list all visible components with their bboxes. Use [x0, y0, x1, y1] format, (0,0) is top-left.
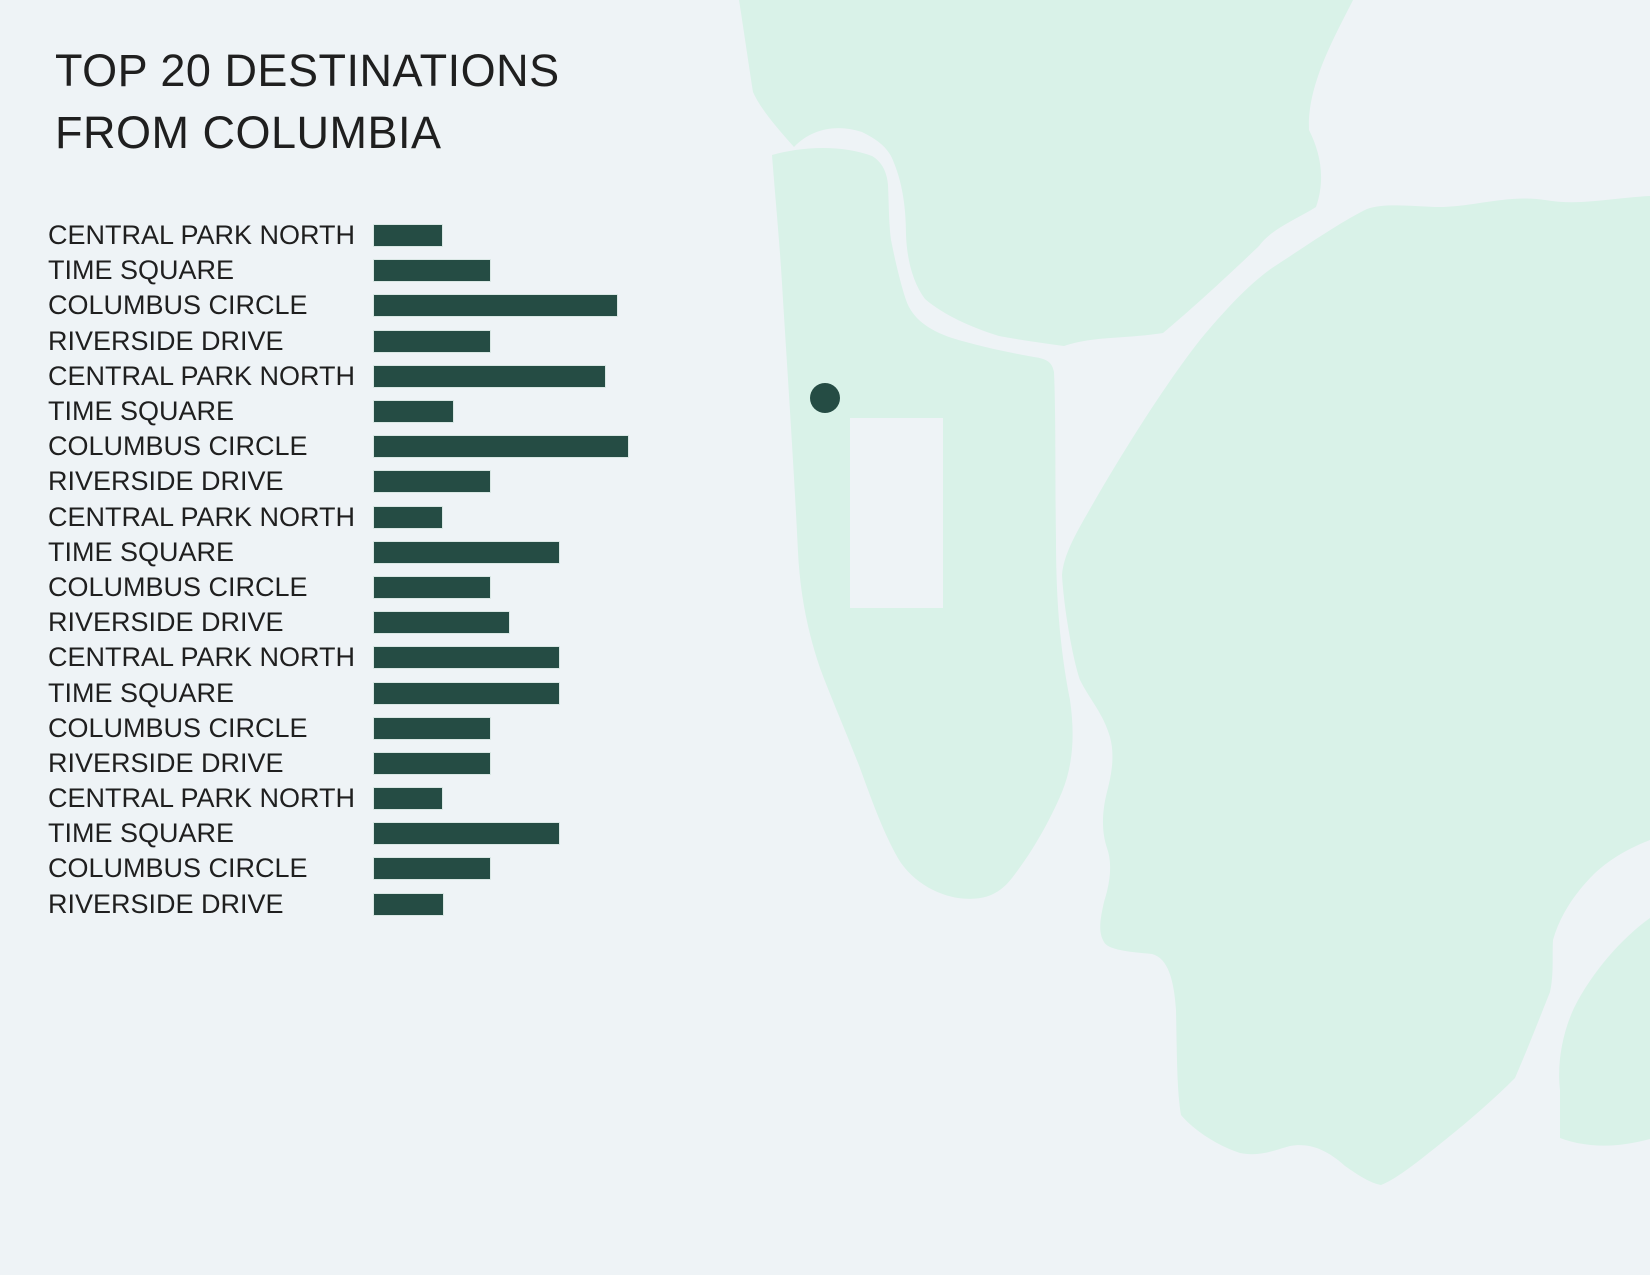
land-mass-north — [739, 0, 1353, 346]
bar[interactable] — [374, 647, 559, 669]
category-label: TIME SQUARE — [48, 536, 235, 567]
category-label: CENTRAL PARK NORTH — [48, 783, 356, 814]
chart-row: TIME SQUARE — [48, 816, 628, 851]
chart-row: RIVERSIDE DRIVE — [48, 746, 628, 781]
bar[interactable] — [374, 225, 442, 247]
chart-row: CENTRAL PARK NORTH — [48, 640, 628, 675]
category-label: COLUMBUS CIRCLE — [48, 290, 308, 321]
bar[interactable] — [374, 401, 453, 423]
bar[interactable] — [374, 858, 490, 880]
chart-row: CENTRAL PARK NORTH — [48, 781, 628, 816]
chart-row: RIVERSIDE DRIVE — [48, 605, 628, 640]
category-label: CENTRAL PARK NORTH — [48, 642, 356, 673]
page-title-line1: TOP 20 DESTINATIONS — [55, 45, 560, 96]
bar[interactable] — [374, 717, 490, 739]
bar[interactable] — [374, 295, 617, 317]
category-label: CENTRAL PARK NORTH — [48, 360, 356, 391]
category-label: RIVERSIDE DRIVE — [48, 888, 284, 919]
category-label: RIVERSIDE DRIVE — [48, 747, 284, 778]
chart-row: RIVERSIDE DRIVE — [48, 887, 628, 922]
chart-row: COLUMBUS CIRCLE — [48, 429, 628, 464]
category-label: COLUMBUS CIRCLE — [48, 853, 308, 884]
chart-row: RIVERSIDE DRIVE — [48, 324, 628, 359]
category-label: CENTRAL PARK NORTH — [48, 501, 356, 532]
bar[interactable] — [374, 436, 628, 458]
category-label: COLUMBUS CIRCLE — [48, 712, 308, 743]
page-title: TOP 20 DESTINATIONS FROM COLUMBIA — [55, 40, 560, 164]
page-title-line2: FROM COLUMBIA — [55, 107, 442, 158]
chart-row: TIME SQUARE — [48, 394, 628, 429]
destinations-bar-chart: CENTRAL PARK NORTH TIME SQUARE COLUMBUS CI… — [48, 218, 628, 922]
chart-row: CENTRAL PARK NORTH — [48, 500, 628, 535]
category-label: RIVERSIDE DRIVE — [48, 607, 284, 638]
bar[interactable] — [374, 541, 559, 563]
bar[interactable] — [374, 365, 605, 387]
chart-row: RIVERSIDE DRIVE — [48, 464, 628, 499]
category-label: TIME SQUARE — [48, 396, 235, 427]
chart-row: COLUMBUS CIRCLE — [48, 711, 628, 746]
category-label: RIVERSIDE DRIVE — [48, 325, 284, 356]
chart-row: COLUMBUS CIRCLE — [48, 570, 628, 605]
bar[interactable] — [374, 752, 490, 774]
category-label: CENTRAL PARK NORTH — [48, 220, 356, 251]
origin-dot[interactable] — [810, 383, 840, 413]
category-label: RIVERSIDE DRIVE — [48, 466, 284, 497]
bar[interactable] — [374, 576, 490, 598]
chart-row: CENTRAL PARK NORTH — [48, 359, 628, 394]
land-mass-southeast-corner — [1559, 918, 1650, 1146]
chart-row: CENTRAL PARK NORTH — [48, 218, 628, 253]
bar[interactable] — [374, 788, 442, 810]
category-label: COLUMBUS CIRCLE — [48, 571, 308, 602]
chart-row: COLUMBUS CIRCLE — [48, 288, 628, 323]
bar[interactable] — [374, 506, 442, 528]
category-label: TIME SQUARE — [48, 255, 235, 286]
land-mass-east — [1062, 196, 1650, 1185]
chart-row: COLUMBUS CIRCLE — [48, 851, 628, 886]
bar[interactable] — [374, 612, 509, 634]
chart-row: TIME SQUARE — [48, 253, 628, 288]
bar[interactable] — [374, 823, 559, 845]
category-label: TIME SQUARE — [48, 677, 235, 708]
chart-row: TIME SQUARE — [48, 535, 628, 570]
bar[interactable] — [374, 260, 490, 282]
bar[interactable] — [374, 893, 443, 915]
category-label: COLUMBUS CIRCLE — [48, 431, 308, 462]
central-park-rectangle — [850, 418, 943, 608]
category-label: TIME SQUARE — [48, 818, 235, 849]
bar[interactable] — [374, 682, 559, 704]
bar[interactable] — [374, 471, 490, 493]
chart-row: TIME SQUARE — [48, 675, 628, 710]
bar[interactable] — [374, 330, 490, 352]
